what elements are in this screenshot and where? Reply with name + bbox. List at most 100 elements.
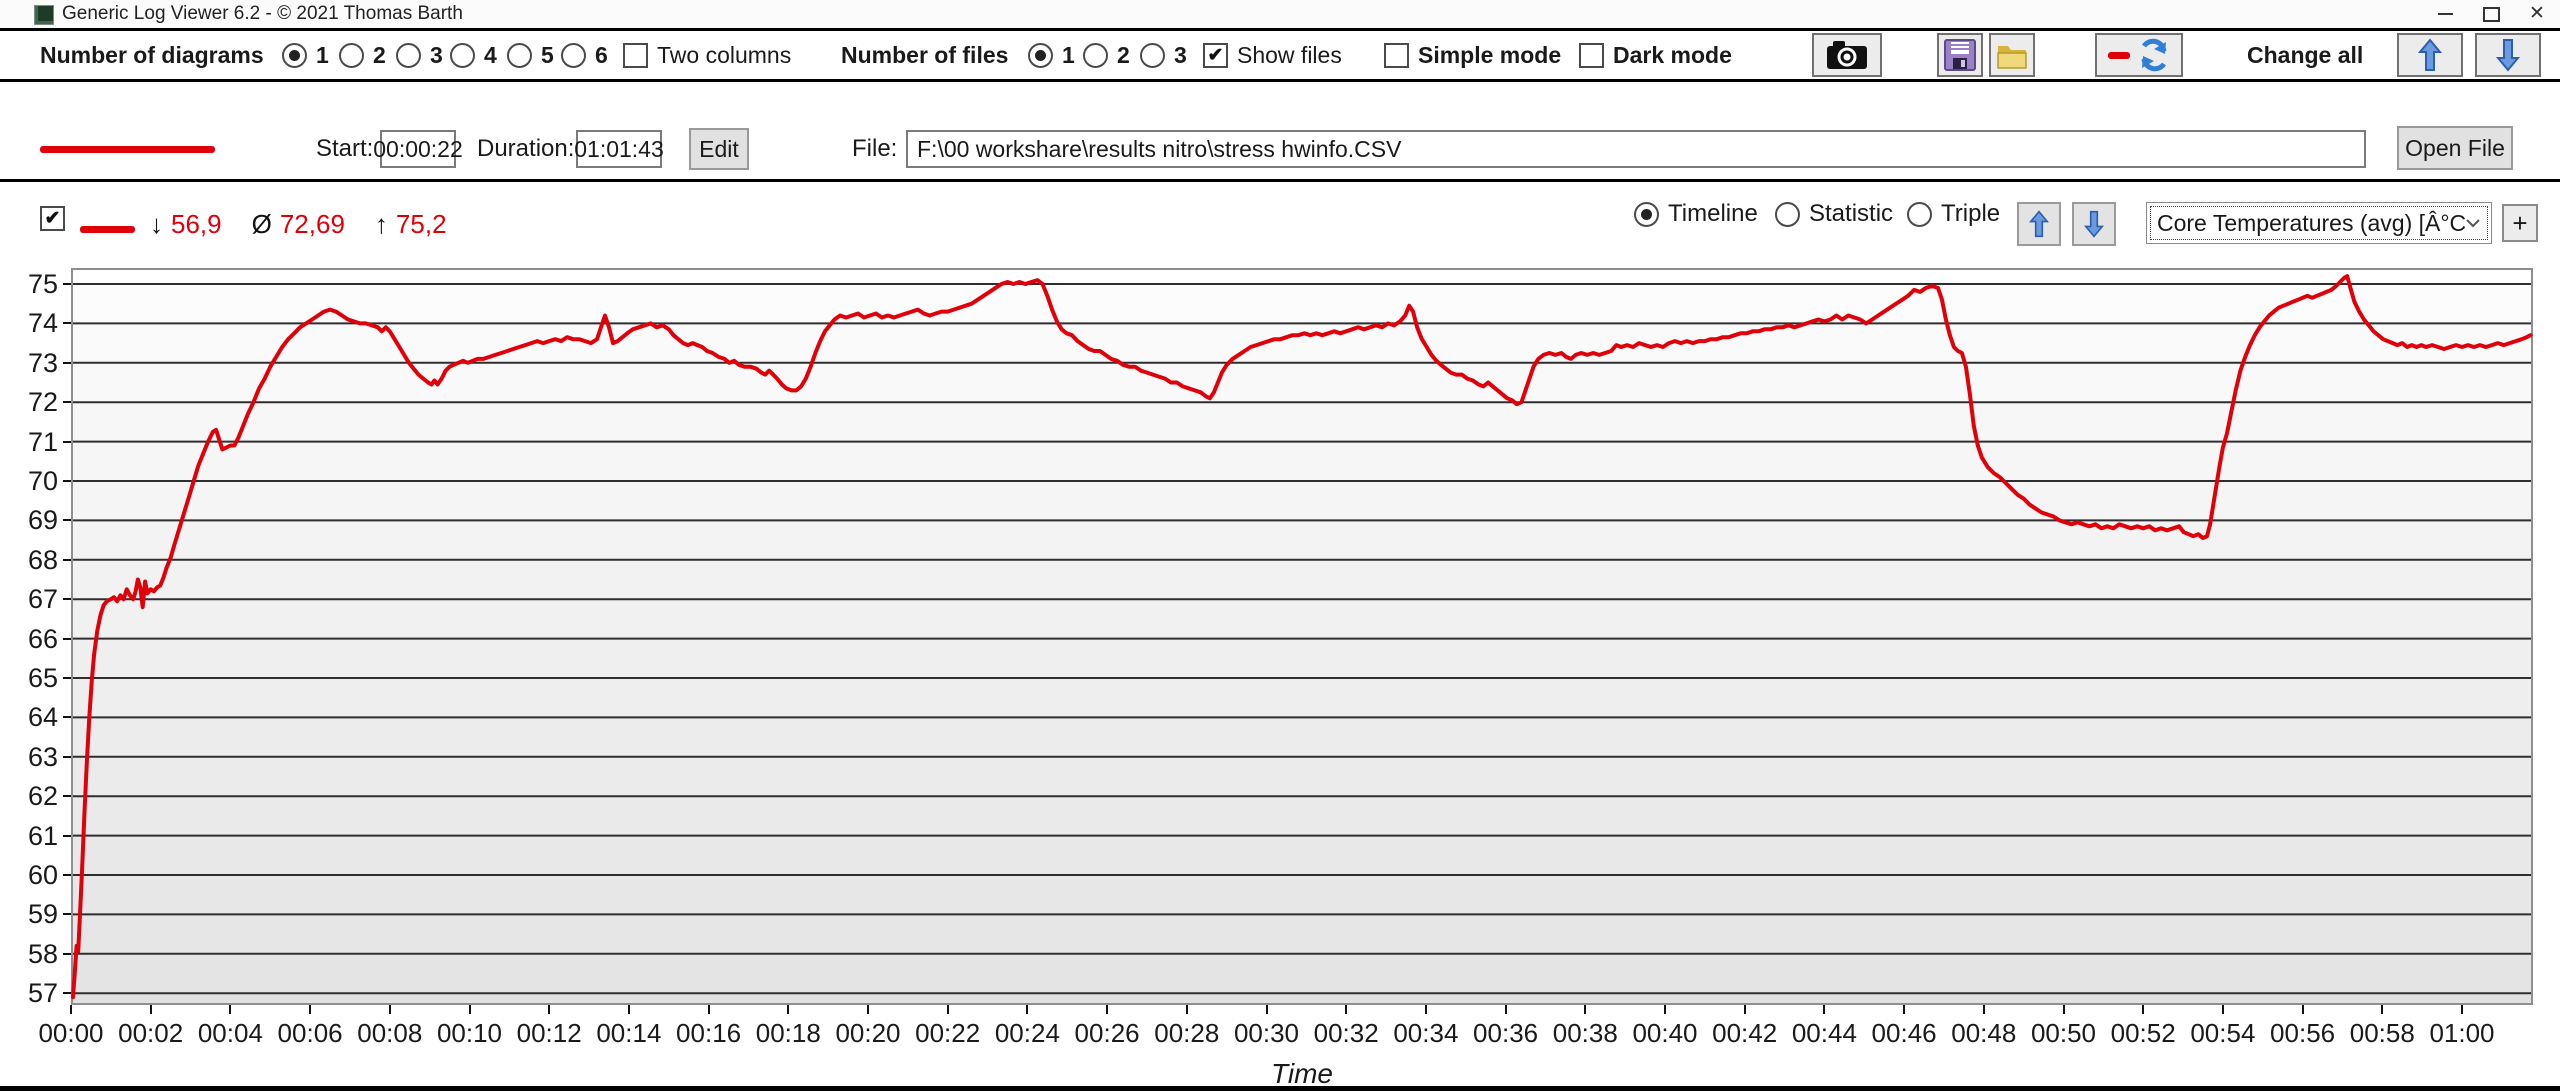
view-option-triple[interactable]: Triple: [1907, 190, 2000, 238]
signal-selector-value: Core Temperatures (avg) [Â°C]: [2157, 209, 2465, 236]
min-arrow-icon: ↓: [150, 208, 163, 239]
app-icon: [34, 5, 54, 25]
edit-button[interactable]: Edit: [689, 128, 749, 170]
simple-mode-checkbox[interactable]: Simple mode: [1384, 31, 1561, 79]
change-all-down-button[interactable]: [2475, 33, 2541, 77]
y-tick-mark: [63, 283, 71, 285]
y-tick-mark: [63, 677, 71, 679]
x-tick-label: 00:12: [516, 1018, 582, 1048]
radio-icon: [1775, 201, 1800, 227]
y-tick-mark: [63, 480, 71, 482]
change-all-up-button[interactable]: [2397, 33, 2463, 77]
diagrams-option-3[interactable]: 3: [396, 31, 443, 79]
x-tick-mark: [787, 1005, 790, 1014]
series-visible-checkbox[interactable]: [40, 194, 65, 242]
diagrams-option-4[interactable]: 4: [450, 31, 497, 79]
x-tick-label: 00:24: [994, 1018, 1060, 1048]
y-tick-mark: [63, 913, 71, 916]
files-option-2[interactable]: 2: [1083, 31, 1130, 79]
y-tick-label: 74: [27, 308, 58, 339]
y-tick-label: 60: [27, 860, 58, 890]
y-tick-label: 58: [27, 938, 58, 969]
x-tick-mark: [388, 1005, 391, 1014]
x-tick-mark: [2461, 1005, 2463, 1014]
x-tick-mark: [229, 1005, 232, 1014]
x-axis-title: Time: [1271, 1058, 1333, 1089]
change-all-label: Change all: [2247, 41, 2364, 68]
x-tick-mark: [1345, 1005, 1348, 1014]
x-tick-label: 00:40: [1632, 1018, 1698, 1048]
save-button[interactable]: [1937, 33, 1983, 77]
show-files-checkbox[interactable]: Show files: [1203, 31, 1342, 79]
x-tick-label: 00:34: [1393, 1018, 1459, 1048]
frame-line-top: [0, 28, 2560, 31]
x-tick-mark: [946, 1005, 949, 1014]
open-folder-button[interactable]: [1989, 33, 2035, 77]
signal-selector-dropdown[interactable]: Core Temperatures (avg) [Â°C]: [2146, 202, 2492, 244]
window-title: Generic Log Viewer 6.2 - © 2021 Thomas B…: [62, 3, 463, 24]
add-signal-button[interactable]: +: [2502, 204, 2538, 242]
diagrams-option-2[interactable]: 2: [339, 31, 386, 79]
minimize-button[interactable]: [2422, 0, 2468, 28]
arrow-down-icon: [2496, 39, 2520, 72]
y-tick-label: 71: [27, 426, 58, 457]
x-tick-label: 00:06: [277, 1018, 343, 1048]
start-input[interactable]: 00:00:22: [373, 130, 463, 168]
screenshot-button[interactable]: [1812, 33, 1882, 77]
diagrams-option-5[interactable]: 5: [507, 31, 554, 79]
files-option-1[interactable]: 1: [1028, 31, 1075, 79]
y-tick-label: 69: [27, 505, 58, 536]
duration-input[interactable]: 01:01:43: [574, 130, 664, 168]
open-file-button[interactable]: Open File: [2397, 126, 2513, 170]
move-diagram-down-button[interactable]: [2072, 202, 2116, 246]
view-option-timeline[interactable]: Timeline: [1634, 190, 1758, 238]
x-tick-label: 00:00: [38, 1018, 104, 1048]
y-tick-mark: [63, 440, 71, 443]
x-tick-label: 00:56: [2270, 1018, 2336, 1048]
x-tick-mark: [2221, 1005, 2224, 1014]
close-button[interactable]: ✕: [2514, 0, 2560, 28]
diagrams-option-1[interactable]: 1: [282, 31, 329, 79]
y-tick-mark: [63, 558, 71, 561]
x-tick-label: 00:22: [915, 1018, 981, 1048]
radio-icon: [1140, 42, 1165, 68]
duration-label: Duration:: [477, 135, 575, 162]
files-option-3[interactable]: 3: [1140, 31, 1187, 79]
file-path-input[interactable]: F:\00 workshare\results nitro\stress hwi…: [906, 130, 2366, 168]
maximize-button[interactable]: [2468, 0, 2514, 28]
y-tick-label: 62: [27, 781, 58, 812]
dark-mode-checkbox[interactable]: Dark mode: [1579, 31, 1732, 79]
diagrams-option-6[interactable]: 6: [561, 31, 608, 79]
two-columns-checkbox[interactable]: Two columns: [623, 31, 791, 79]
x-tick-label: 00:02: [118, 1018, 184, 1048]
y-tick-mark: [63, 519, 71, 522]
y-tick-label: 72: [27, 387, 58, 418]
x-tick-label: 00:16: [676, 1018, 742, 1048]
x-tick-label: 00:08: [357, 1018, 423, 1048]
frame-line-mid1: [0, 79, 2560, 82]
reset-button[interactable]: [2095, 33, 2183, 77]
chart-panel: ↓ 56,9 Ø 72,69 ↑ 75,2 Timeline Statistic…: [0, 182, 2560, 1089]
x-tick-mark: [1424, 1005, 1427, 1014]
checkbox-checked-icon: [40, 205, 65, 231]
radio-icon: [1634, 201, 1659, 227]
move-diagram-up-button[interactable]: [2017, 202, 2061, 246]
x-tick-label: 00:30: [1233, 1018, 1300, 1048]
x-tick-label: 00:18: [755, 1018, 821, 1048]
checkbox-icon: [623, 42, 648, 68]
max-value: 75,2: [395, 208, 447, 239]
y-tick-label: 73: [27, 347, 58, 378]
x-tick-label: 00:14: [596, 1018, 662, 1048]
y-tick-label: 70: [27, 466, 58, 496]
y-tick-mark: [63, 361, 71, 364]
camera-icon: [1827, 41, 1867, 69]
y-tick-mark: [63, 952, 71, 955]
y-tick-label: 66: [27, 623, 58, 654]
x-tick-mark: [867, 1005, 869, 1014]
x-tick-mark: [1026, 1005, 1029, 1014]
radio-icon: [507, 42, 532, 68]
view-option-statistic[interactable]: Statistic: [1775, 190, 1893, 238]
x-tick-label: 00:50: [2030, 1018, 2097, 1048]
plot-svg: [71, 268, 2533, 1005]
x-tick-mark: [1584, 1005, 1587, 1014]
